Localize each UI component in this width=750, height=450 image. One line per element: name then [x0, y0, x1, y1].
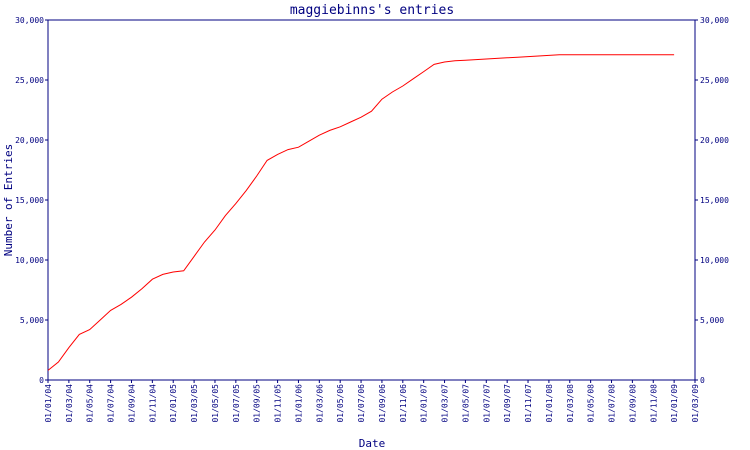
- x-tick-label: 01/07/07: [482, 384, 491, 423]
- x-tick-label: 01/09/05: [253, 384, 262, 423]
- x-tick-label: 01/03/05: [190, 384, 199, 423]
- chart-title: maggiebinns's entries: [290, 3, 454, 18]
- x-tick-label: 01/07/04: [107, 384, 116, 423]
- y-tick-label: 20,000: [15, 136, 44, 145]
- x-tick-label: 01/05/06: [336, 384, 345, 423]
- x-tick-label: 01/03/09: [691, 384, 700, 423]
- x-tick-label: 01/03/04: [65, 384, 74, 423]
- y-tick-label-right: 5,000: [700, 316, 724, 325]
- x-tick-label: 01/11/04: [148, 384, 157, 423]
- y-tick-label: 10,000: [15, 256, 44, 265]
- x-tick-label: 01/11/07: [524, 384, 533, 423]
- x-tick-label: 01/11/08: [649, 384, 658, 423]
- series-layer: [47, 54, 675, 371]
- x-tick-label: 01/09/08: [628, 384, 637, 423]
- x-tick-label: 01/01/09: [670, 384, 679, 423]
- x-tick-label: 01/01/04: [44, 384, 53, 423]
- y-tick-label: 5,000: [20, 316, 44, 325]
- x-tick-label: 01/05/07: [461, 384, 470, 423]
- y-tick-label: 25,000: [15, 76, 44, 85]
- y-tick-label-right: 0: [700, 376, 705, 385]
- x-tick-label: 01/09/06: [378, 384, 387, 423]
- x-tick-label: 01/01/05: [169, 384, 178, 423]
- y-axis-left: 0 5,000 10,000 15,000 20,000 25,000 30,000: [15, 16, 48, 385]
- plot-area: [47, 19, 696, 381]
- x-tick-label: 01/07/08: [608, 384, 617, 423]
- y-tick-label-right: 20,000: [700, 136, 729, 145]
- y-tick-label: 0: [39, 376, 44, 385]
- x-tick-label: 01/09/07: [503, 384, 512, 423]
- x-tick-label: 01/11/05: [274, 384, 283, 423]
- y-axis-right: 0 5,000 10,000 15,000 20,000 25,000 30,000: [695, 16, 729, 385]
- x-tick-label: 01/05/05: [211, 384, 220, 423]
- y-tick-label-right: 15,000: [700, 196, 729, 205]
- y-tick-label-right: 10,000: [700, 256, 729, 265]
- x-tick-label: 01/03/06: [315, 384, 324, 423]
- x-tick-label: 01/03/08: [566, 384, 575, 423]
- y-axis-label: Number of Entries: [2, 144, 15, 257]
- x-tick-label: 01/03/07: [441, 384, 450, 423]
- x-tick-label: 01/01/07: [420, 384, 429, 423]
- y-tick-label: 30,000: [15, 16, 44, 25]
- x-tick-label: 01/01/06: [294, 384, 303, 423]
- y-tick-label: 15,000: [15, 196, 44, 205]
- x-tick-label: 01/05/04: [86, 384, 95, 423]
- x-axis-label: Date: [359, 437, 386, 450]
- y-tick-label-right: 30,000: [700, 16, 729, 25]
- x-tick-label: 01/11/06: [399, 384, 408, 423]
- x-tick-label: 01/09/04: [127, 384, 136, 423]
- x-tick-label: 01/01/08: [545, 384, 554, 423]
- y-tick-label-right: 25,000: [700, 76, 729, 85]
- x-tick-label: 01/07/05: [232, 384, 241, 423]
- series-line: [47, 54, 675, 371]
- x-tick-label: 01/05/08: [587, 384, 596, 423]
- x-axis: 01/01/04 01/03/04 01/05/04 01/07/04 01/09/04…: [44, 380, 700, 423]
- x-tick-label: 01/07/06: [357, 384, 366, 423]
